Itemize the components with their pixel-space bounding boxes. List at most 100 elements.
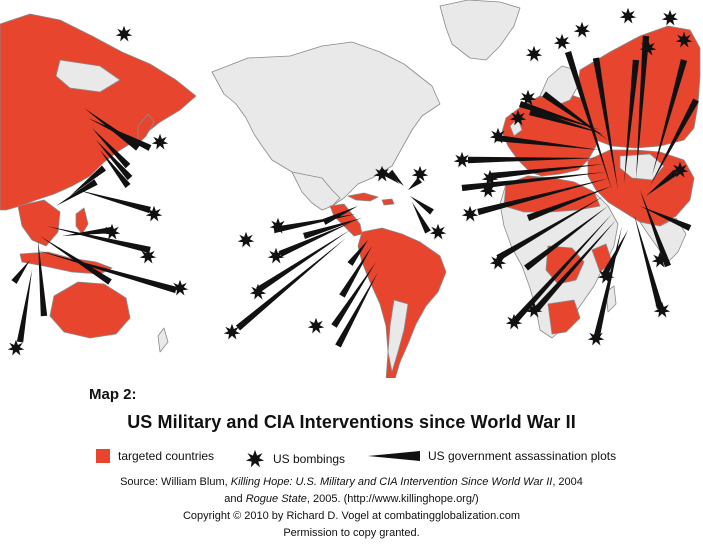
assassination-wedge-icon [40,236,112,285]
bombing-starburst-icon [429,223,447,240]
assassination-wedge-icon [347,240,368,266]
assassination-wedge-icon [495,134,600,150]
legend: targeted countries US bombings US govern… [0,446,703,468]
assassination-wedge-icon [646,169,678,196]
assassination-wedge-icon [601,230,628,278]
assassination-wedge-icon [331,262,376,328]
world-map [0,0,701,378]
source-line-1: Source: William Blum, Killing Hope: U.S.… [120,476,583,488]
south-america-gray [387,299,409,373]
assassination-wedge-icon [38,240,48,317]
assassination-wedge-icon [235,238,346,331]
india-shape [639,217,687,263]
bombing-starburst-icon [237,231,255,248]
legend-targeted-label: targeted countries [118,449,215,463]
assassination-wedge-icon [339,246,372,298]
legend-assassinations-label: US government assassination plots [428,449,617,463]
assassination-wedge-icon [477,178,610,216]
legend-bombings: US bombings [245,449,345,469]
assassination-wedge-icon [640,190,672,268]
map-number: Map 2: [89,386,137,403]
bombing-starburst-icon [307,317,325,334]
assassination-wedge-icon [636,35,650,180]
assassination-wedge-icon [489,164,604,180]
assassination-wedge-icon [412,202,431,234]
assassination-wedge-icon [529,108,604,134]
assassination-wedge-icon [88,118,152,151]
hispaniola-shape [381,198,395,206]
australia-shape [49,281,131,339]
bombing-starburst-icon [573,21,591,38]
central-asia-gray [619,153,665,181]
source-book-title: Killing Hope: U.S. Military and CIA Inte… [230,476,553,488]
southeast-asia-shape [17,199,61,247]
assassination-wedge-icon [46,226,151,254]
assassination-wedge-icon [96,140,133,181]
targeted-swatch-icon [96,449,110,463]
assassination-plot-markers [11,35,699,348]
assassination-wedge-icon [78,190,151,214]
copyright-line: Copyright © 2010 by Richard D. Vogel at … [182,510,521,522]
greenland-shape [439,0,521,61]
assassination-wedge-icon [624,59,640,185]
central-america-shape [329,203,363,237]
map-caption: Map 2: US Military and CIA Interventions… [0,380,703,549]
bombing-starburst-icon [245,449,265,468]
indonesia-shape [19,251,113,275]
bombing-starburst-icon [151,133,169,150]
bombing-starburst-icon [619,7,637,24]
source-line-2: and Rogue State, 2005. (http://www.killi… [224,493,479,505]
assassination-wedge-icon [256,230,350,293]
permission-line: Permission to copy granted. [283,527,420,539]
north-america-shape [211,41,441,211]
assassination-wedge-icon [36,250,177,294]
assassination-wedge-icon [592,57,618,190]
assassination-wedge-icon [524,206,608,271]
assassination-wedge-icon [650,98,699,186]
assassination-wedge-icon [496,196,604,261]
assassination-wedge-icon [92,128,131,169]
bombing-starburst-icon [553,33,571,50]
assassination-wedge-icon [100,150,131,188]
source-credits: Source: William Blum, Killing Hope: U.S.… [0,474,703,542]
assassination-wedge-icon [652,59,688,176]
bombing-starburst-icon [453,151,471,168]
map-title: US Military and CIA Interventions since … [127,412,576,432]
legend-assassinations: US government assassination plots [368,449,616,463]
source-book-title-2: Rogue State [245,493,307,505]
assassination-wedge-icon [273,214,356,234]
east-asia-shape [0,13,197,211]
bombing-starburst-icon [411,165,429,182]
assassination-wedge-icon [634,214,664,309]
bombing-starburst-icon [661,9,679,26]
legend-bombings-label: US bombings [273,452,346,466]
assassination-wedge-icon [11,260,30,284]
assassination-wedge-icon [467,156,598,164]
assassination-wedge-icon [335,272,378,348]
mongolia-gray [55,59,121,93]
assassination-wedge-icon [322,206,358,225]
assassination-wedge-icon [410,196,434,215]
assassination-wedge-icon [564,51,612,190]
assassination-wedge-icon [62,226,113,236]
philippines-shape [75,207,89,235]
legend-targeted: targeted countries [96,449,214,463]
assassination-wedge-icon [408,177,423,190]
caribbean-shape [347,192,379,202]
assassination-wedge-icon [70,165,107,196]
assassination-wedge-icon [519,100,600,130]
bombing-starburst-icon [525,45,543,62]
assassination-wedge-icon [526,186,612,221]
bombing-starburst-icon [461,205,479,222]
assassination-wedge-icon [368,451,420,461]
assassination-wedge-icon [387,169,404,186]
assassination-wedge-icon [56,179,98,206]
assassination-wedge-icon [640,206,692,231]
assassination-wedge-icon [511,214,612,325]
world-map-canvas [0,0,701,378]
bombing-starburst-icon [587,329,605,346]
assassination-wedge-icon [461,172,606,192]
assassination-wedge-icon [303,218,362,240]
bombing-starburst-icon [115,25,133,42]
assassination-wedge-icon [16,270,32,343]
